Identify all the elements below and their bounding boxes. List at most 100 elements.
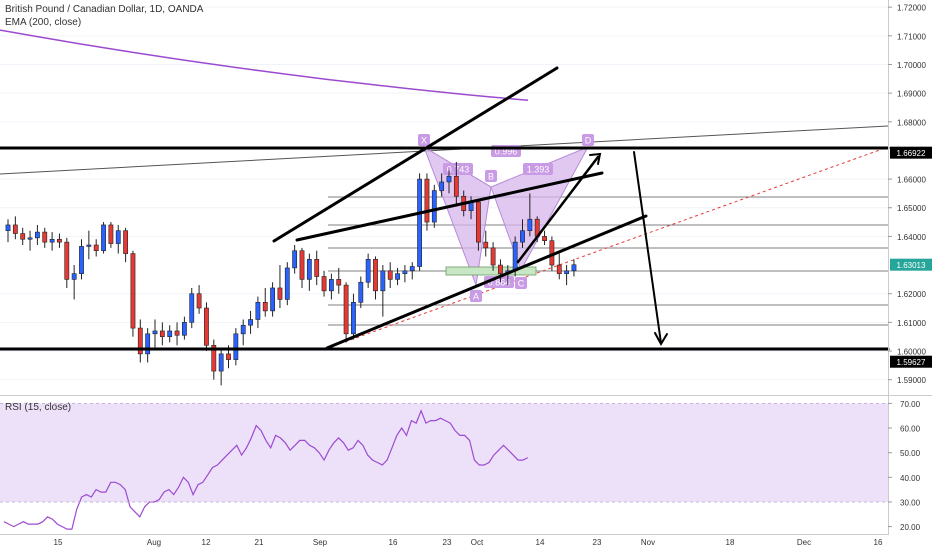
- y-tick-label: 1.65000: [897, 204, 926, 213]
- candle-body: [152, 330, 158, 335]
- candles: [5, 161, 577, 386]
- harmonic-xb-line: [423, 146, 492, 188]
- y-tick-label: 1.62000: [897, 290, 926, 299]
- harmonic-label-c: C: [518, 279, 525, 289]
- x-tick-label: 14: [536, 538, 545, 547]
- candle-body: [387, 270, 393, 280]
- rsi-tick-label: 70.00: [900, 400, 921, 409]
- candle-body: [218, 353, 224, 372]
- y-tick-label: 1.60000: [897, 348, 926, 357]
- candle-body: [314, 259, 320, 277]
- y-tick-label: 1.64000: [897, 233, 926, 242]
- candle-body: [93, 244, 99, 252]
- ratio-text-1393: 1.393: [527, 165, 550, 175]
- x-tick-label: Aug: [147, 538, 161, 547]
- x-tick-label: 18: [726, 538, 735, 547]
- candle-body: [395, 273, 400, 280]
- x-tick-label: 16: [389, 538, 398, 547]
- rsi-tick-label: 50.00: [900, 449, 921, 458]
- candle-body: [71, 273, 77, 280]
- candle-body: [299, 250, 305, 280]
- candle-body: [204, 307, 209, 346]
- target-zone-box: [445, 266, 537, 276]
- candle-body: [564, 270, 569, 274]
- harmonic-label-d: D: [585, 136, 592, 146]
- candle-body: [174, 330, 180, 336]
- ratio-label-1393: 1.393: [523, 163, 553, 175]
- y-tick-label: 1.69000: [897, 90, 926, 99]
- candle-body: [453, 175, 459, 197]
- x-tick-label: 15: [54, 538, 63, 547]
- x-tick-label: Sep: [313, 538, 328, 547]
- candle-body: [86, 244, 92, 247]
- down-arrow-head: [654, 332, 668, 347]
- rsi-line: [3, 409, 529, 530]
- x-tick-label: 23: [443, 538, 452, 547]
- candle-body: [79, 246, 84, 274]
- price-tag-bg: [890, 146, 932, 159]
- harmonic-label-b: B: [488, 172, 494, 182]
- candle-body: [365, 259, 371, 283]
- candle-body: [262, 302, 268, 312]
- up-arrow-shaft: [516, 155, 600, 264]
- candle-body: [196, 293, 202, 309]
- down-arrow-shaft: [633, 151, 662, 344]
- y-tick-label: 1.68000: [897, 118, 926, 127]
- harmonic-point-a: A: [470, 290, 482, 302]
- x-tick-label: 12: [202, 538, 211, 547]
- candle-body: [101, 224, 106, 252]
- channel-lower-line: [325, 214, 648, 350]
- candle-body: [439, 181, 445, 191]
- price-tag-bg: [890, 258, 932, 271]
- candle-body: [12, 224, 18, 234]
- candle-body: [57, 238, 62, 243]
- harmonic-label-a: A: [473, 292, 479, 302]
- candle-body: [556, 264, 562, 274]
- candle-body: [277, 287, 283, 300]
- harmonic-label-x: X: [421, 136, 427, 146]
- candle-body: [328, 279, 334, 292]
- price-tags: 1.66922 1.63013 1.59627: [890, 146, 932, 368]
- drawings: [0, 66, 890, 351]
- candle-body: [475, 201, 481, 243]
- harmonic-point-b: B: [485, 170, 497, 182]
- x-tick-label: 23: [593, 538, 602, 547]
- candle-body: [240, 324, 246, 335]
- candle-body: [270, 287, 275, 312]
- rsi-legend: RSI (15, close): [5, 402, 72, 413]
- price-axis: 1.72000 1.71000 1.70000 1.69000 1.68000 1.660…: [888, 4, 926, 385]
- candle-body: [336, 279, 342, 286]
- price-tag-bg: [890, 355, 932, 368]
- candle-body: [211, 344, 217, 372]
- candle-body: [42, 231, 48, 243]
- y-tick-label: 1.71000: [897, 32, 926, 41]
- rsi-tick-label: 30.00: [900, 498, 921, 507]
- candle-body: [182, 322, 187, 336]
- y-tick-label: 1.59000: [897, 376, 926, 385]
- candle-body: [431, 190, 437, 223]
- candle-body: [490, 247, 496, 266]
- candle-body: [520, 230, 525, 243]
- rsi-tick-label: 40.00: [900, 474, 921, 483]
- candle-body: [226, 353, 231, 360]
- channel-upper-line: [272, 66, 559, 243]
- candle-body: [306, 259, 312, 280]
- candle-body: [373, 259, 378, 292]
- price-tag-text: 1.59627: [897, 358, 926, 367]
- up-arrow-head: [589, 152, 602, 165]
- candle-body: [108, 224, 114, 244]
- candle-body: [343, 284, 349, 335]
- price-tag-text: 1.63013: [897, 261, 926, 270]
- rsi-tick-label: 20.00: [900, 523, 921, 532]
- harmonic-point-c: C: [515, 277, 527, 289]
- harmonic-point-d: D: [582, 134, 594, 146]
- rsi-axis: 70.00 60.00 50.00 40.00 30.00 20.00: [0, 400, 921, 532]
- price-tag: 1.66922: [890, 146, 932, 159]
- ema-legend: EMA (200, close): [5, 17, 82, 28]
- candle-body: [527, 218, 533, 231]
- harmonic-point-x: X: [418, 134, 430, 146]
- candle-body: [542, 236, 547, 241]
- long-trend-line: [0, 125, 889, 175]
